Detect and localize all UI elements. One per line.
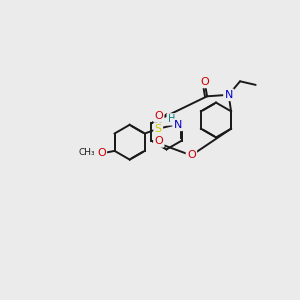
Text: O: O xyxy=(97,148,106,158)
Text: O: O xyxy=(200,77,209,87)
Text: H: H xyxy=(168,114,175,124)
Text: N: N xyxy=(224,90,233,100)
Text: O: O xyxy=(154,111,163,121)
Text: N: N xyxy=(174,120,182,130)
Text: O: O xyxy=(154,136,163,146)
Text: O: O xyxy=(187,150,196,161)
Text: S: S xyxy=(154,124,162,134)
Text: CH₃: CH₃ xyxy=(79,148,95,157)
